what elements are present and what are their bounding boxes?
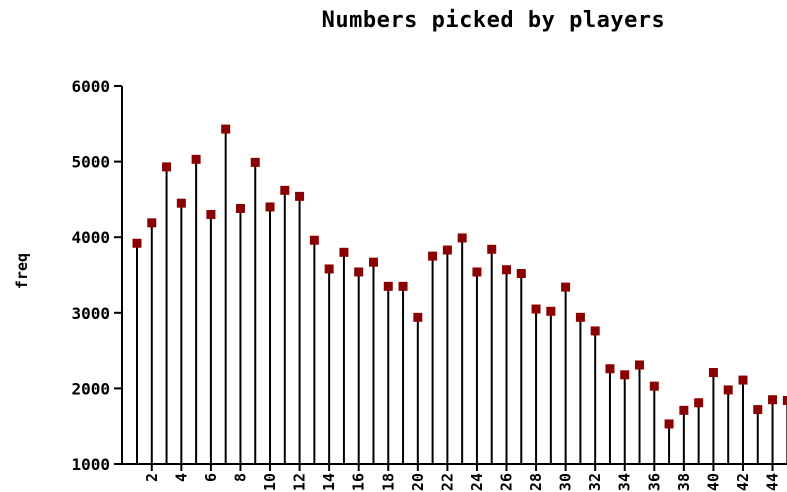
x-tick-label: 12 (291, 473, 309, 491)
data-point (694, 398, 704, 408)
y-tick-label: 4000 (71, 228, 110, 247)
data-point (354, 267, 364, 277)
data-point (620, 370, 630, 380)
data-point (457, 233, 467, 243)
data-point (250, 157, 260, 167)
data-point (176, 198, 186, 208)
data-point (324, 264, 334, 274)
x-tick-label: 30 (557, 473, 575, 491)
data-point (383, 281, 393, 291)
data-point (635, 360, 645, 370)
x-tick-label: 18 (379, 473, 397, 491)
x-tick-label: 44 (764, 473, 782, 491)
data-point (368, 257, 378, 267)
data-point (502, 265, 511, 275)
data-point (339, 247, 349, 257)
data-point (753, 405, 763, 415)
data-point (162, 162, 172, 172)
data-point (723, 385, 733, 395)
data-point (235, 203, 245, 213)
y-tick-label: 5000 (71, 153, 110, 172)
chart-title: Numbers picked by players (321, 8, 666, 33)
data-point (768, 395, 778, 405)
data-point (472, 267, 482, 277)
x-tick-label: 14 (320, 473, 338, 491)
data-point (206, 210, 216, 220)
data-point (265, 202, 275, 212)
x-tick-label: 22 (438, 473, 456, 491)
data-point (487, 244, 497, 254)
data-point (398, 281, 408, 291)
x-tick-label: 24 (468, 473, 486, 491)
y-tick-label: 6000 (71, 77, 110, 96)
data-point (679, 405, 689, 415)
data-point (132, 238, 142, 248)
x-tick-label: 10 (261, 473, 279, 491)
data-point (280, 185, 290, 195)
data-point (516, 268, 526, 278)
data-point (782, 395, 787, 405)
x-tick-label: 36 (645, 473, 663, 491)
data-point (442, 245, 452, 255)
x-tick-label: 40 (704, 473, 722, 491)
data-point (428, 251, 438, 261)
data-point (309, 235, 319, 245)
x-tick-label: 16 (350, 473, 368, 491)
x-tick-label: 4 (172, 473, 190, 482)
data-point (295, 191, 305, 201)
x-tick-label: 20 (409, 473, 427, 491)
y-tick-label: 1000 (71, 455, 110, 474)
data-point (575, 312, 585, 322)
x-tick-label: 42 (734, 473, 752, 491)
x-tick-label: 32 (586, 473, 604, 491)
x-tick-label: 8 (231, 473, 249, 482)
x-tick-label: 26 (498, 473, 516, 491)
data-point (664, 419, 674, 429)
data-point (561, 282, 571, 292)
data-point (708, 368, 718, 378)
x-tick-label: 6 (202, 473, 220, 482)
data-point (531, 304, 541, 314)
y-tick-label: 3000 (71, 304, 110, 323)
data-point (546, 306, 556, 316)
data-point (590, 326, 600, 336)
data-point (413, 312, 423, 322)
x-tick-label: 38 (675, 473, 693, 491)
x-tick-label: 34 (616, 473, 634, 491)
x-tick-label: 28 (527, 473, 545, 491)
data-point (221, 124, 231, 134)
data-point (649, 381, 659, 391)
data-point (147, 218, 157, 228)
data-point (191, 154, 201, 164)
data-point (738, 375, 748, 385)
data-point (605, 364, 615, 374)
x-tick-label: 2 (143, 473, 161, 482)
y-tick-label: 2000 (71, 379, 110, 398)
